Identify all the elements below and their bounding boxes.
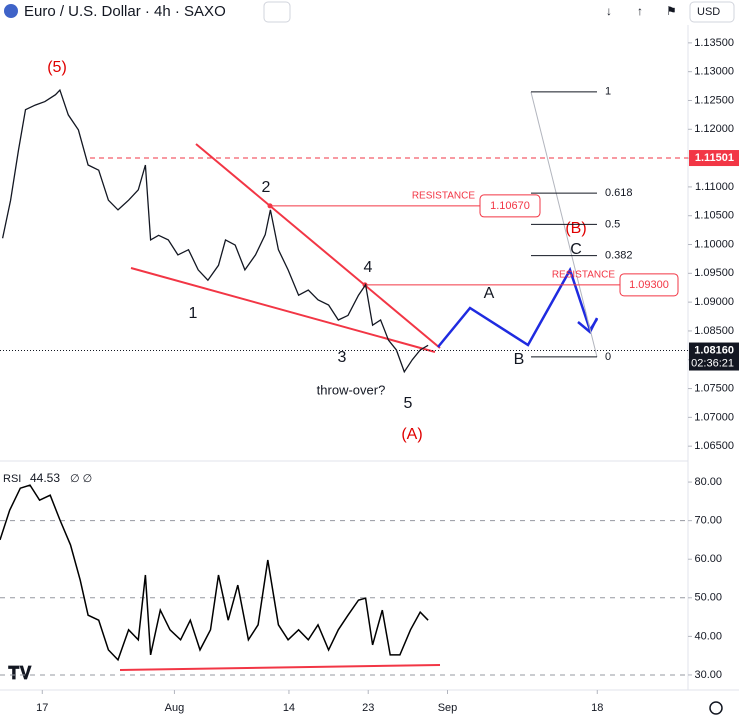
- x-tick-label: Aug: [165, 702, 185, 714]
- trendline: [195, 143, 441, 349]
- logo: 𝐓𝐕: [8, 663, 33, 683]
- flag-button[interactable]: ⚑: [666, 4, 677, 18]
- y-tick-label: 70.00: [694, 515, 722, 527]
- y-tick-label: 1.07500: [694, 382, 734, 394]
- wave-label: (B): [565, 220, 586, 237]
- price-badge: [689, 342, 739, 371]
- price-badge-label: 1.11501: [695, 152, 734, 164]
- y-tick-label: 1.07000: [694, 411, 734, 423]
- fib-label: 0: [605, 351, 611, 363]
- y-tick-label: 1.08500: [694, 325, 734, 337]
- trendline: [130, 267, 436, 353]
- wave-label: (A): [401, 426, 422, 443]
- rsi-title: RSI: [3, 473, 21, 485]
- wave-label: B: [514, 351, 525, 368]
- compare-button[interactable]: [263, 1, 291, 23]
- resistance-box: [479, 194, 541, 218]
- y-tick-label: 1.13000: [694, 66, 734, 78]
- projection-path: [437, 266, 592, 348]
- price-badge-label: 1.08160: [694, 344, 734, 356]
- fib-label: 0.382: [605, 250, 633, 262]
- y-tick-label: 1.06500: [694, 440, 734, 452]
- projection-arrow: [577, 317, 599, 334]
- settings-button[interactable]: [709, 701, 723, 715]
- x-tick-label: 17: [36, 702, 48, 714]
- y-tick-label: 40.00: [694, 630, 722, 642]
- fib-label: 0.618: [605, 187, 633, 199]
- countdown: 02:36:21: [691, 357, 734, 369]
- y-tick-label: 1.12000: [694, 123, 734, 135]
- currency-button[interactable]: [689, 1, 735, 23]
- y-tick-label: 1.11000: [695, 181, 734, 193]
- x-tick-label: 14: [283, 702, 295, 714]
- wave-label: 2: [262, 179, 271, 196]
- y-tick-label: 30.00: [694, 669, 722, 681]
- y-tick-label: 1.13500: [694, 37, 734, 49]
- rsi-value: 44.53: [30, 471, 60, 485]
- annotation: throw-over?: [317, 382, 386, 397]
- resistance-text: RESISTANCE: [552, 269, 615, 280]
- price-line: [0, 484, 429, 662]
- down-button[interactable]: ↓: [606, 4, 612, 18]
- currency: USD: [697, 6, 720, 18]
- y-tick-label: 1.09500: [694, 267, 734, 279]
- wave-label: 4: [364, 259, 373, 276]
- wave-label: 3: [338, 349, 347, 366]
- fib-label: 1: [605, 86, 611, 98]
- resistance-label: 1.10670: [490, 200, 530, 212]
- price-badge: [689, 150, 739, 167]
- resistance-text: RESISTANCE: [412, 191, 475, 202]
- x-tick-label: 18: [591, 702, 603, 714]
- symbol-title: Euro / U.S. Dollar · 4h · SAXO: [24, 3, 226, 20]
- anchor: [267, 203, 273, 209]
- up-button[interactable]: ↑: [637, 4, 643, 18]
- x-tick-label: Sep: [438, 702, 458, 714]
- y-tick-label: 50.00: [694, 592, 722, 604]
- wave-label: A: [484, 285, 495, 302]
- y-tick-label: 1.10500: [694, 210, 734, 222]
- y-tick-label: 1.12500: [694, 94, 734, 106]
- fib-label: 0.5: [605, 218, 620, 230]
- resistance-label: 1.09300: [629, 279, 669, 291]
- wave-label: 1: [189, 305, 198, 322]
- flag-icon: [4, 4, 18, 18]
- price-line: [1, 88, 429, 374]
- y-tick-label: 1.09000: [694, 296, 734, 308]
- rsi-extras: ∅ ∅: [70, 473, 92, 485]
- x-tick-label: 23: [362, 702, 374, 714]
- wave-label: C: [570, 241, 582, 258]
- y-tick-label: 60.00: [694, 553, 722, 565]
- y-tick-label: 80.00: [694, 476, 722, 488]
- resistance-box: [619, 273, 679, 297]
- wave-label: 5: [404, 395, 413, 412]
- y-tick-label: 1.10000: [694, 238, 734, 250]
- rsi-trendline: [119, 664, 441, 671]
- wave-label: (5): [47, 59, 67, 76]
